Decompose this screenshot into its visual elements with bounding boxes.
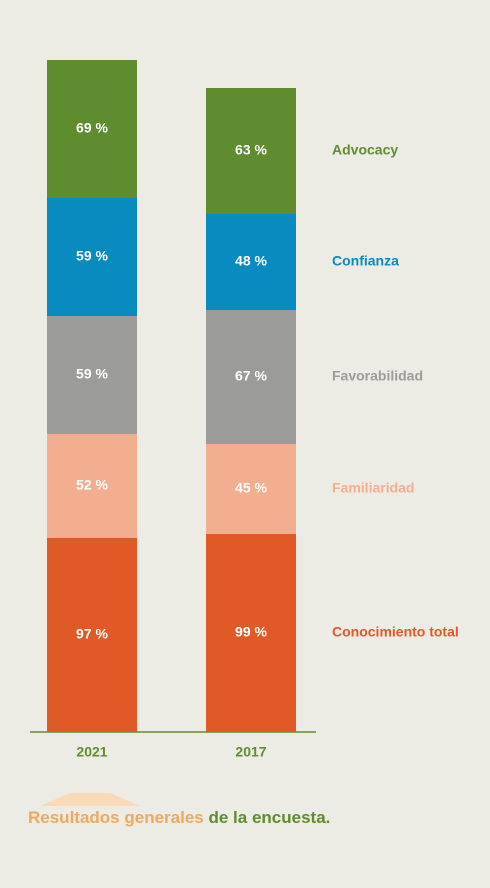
legend-entry: Favorabilidad bbox=[332, 368, 423, 384]
caption-text: de la encuesta. bbox=[208, 808, 330, 827]
legend-entry: Confianza bbox=[332, 253, 399, 269]
value-label: 59 % bbox=[76, 366, 108, 382]
value-label: 52 % bbox=[76, 477, 108, 493]
x-tick-label: 2021 bbox=[76, 744, 107, 760]
value-label: 67 % bbox=[235, 368, 267, 384]
value-label: 63 % bbox=[235, 142, 267, 158]
value-label: 69 % bbox=[76, 120, 108, 136]
caption-highlight: Resultados generales bbox=[28, 808, 204, 827]
bar-segment bbox=[47, 198, 137, 316]
legend-entry: Advocacy bbox=[332, 142, 398, 158]
bar-segment bbox=[206, 444, 296, 534]
value-label: 45 % bbox=[235, 480, 267, 496]
bar-segment bbox=[206, 214, 296, 310]
bar-segment bbox=[47, 60, 137, 198]
decoration bbox=[40, 793, 140, 806]
bar-segment bbox=[47, 316, 137, 434]
bar-segment bbox=[206, 88, 296, 214]
legend-entry: Conocimiento total bbox=[332, 624, 459, 640]
bar-segment bbox=[206, 310, 296, 444]
caption: Resultados generales de la encuesta. bbox=[28, 808, 330, 827]
legend-entry: Familiaridad bbox=[332, 480, 414, 496]
value-label: 48 % bbox=[235, 253, 267, 269]
bar-segment bbox=[47, 434, 137, 538]
bar-segment bbox=[47, 538, 137, 732]
value-label: 99 % bbox=[235, 624, 267, 640]
value-label: 97 % bbox=[76, 626, 108, 642]
x-tick-label: 2017 bbox=[235, 744, 266, 760]
value-label: 59 % bbox=[76, 248, 108, 264]
bar-segment bbox=[206, 534, 296, 732]
